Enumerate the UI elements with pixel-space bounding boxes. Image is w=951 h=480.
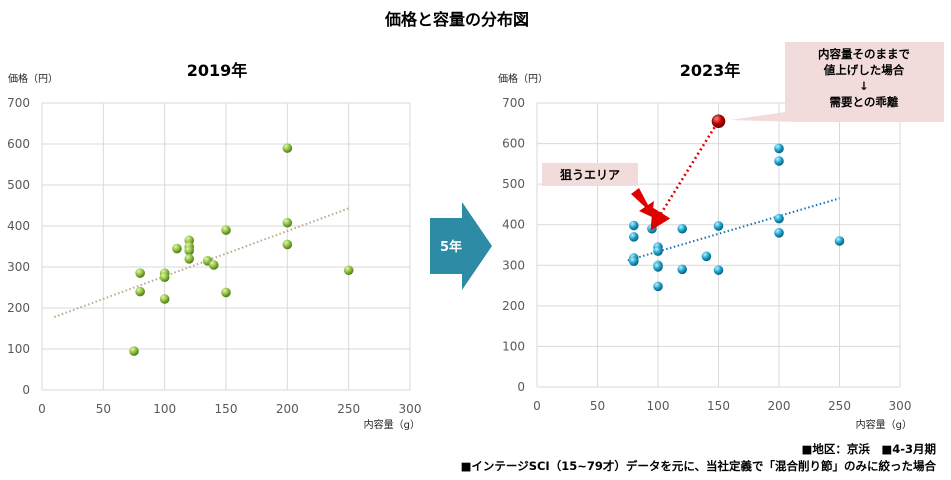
y-tick-label: 100 bbox=[7, 342, 30, 356]
x-tick-label: 300 bbox=[889, 399, 912, 413]
five-year-arrow: 5年 bbox=[430, 202, 492, 290]
chart-title: 2023年 bbox=[680, 61, 741, 80]
chart-2023: 0 100 200 300 400 500 600 700 0 50 100 150 200 250 300… bbox=[498, 61, 912, 431]
callout-line: 需要との乖離 bbox=[830, 95, 899, 109]
y-tick-label: 500 bbox=[502, 177, 525, 191]
y-tick-label: 500 bbox=[7, 178, 30, 192]
data-point bbox=[653, 246, 663, 256]
x-tick-label: 50 bbox=[590, 399, 605, 413]
data-point bbox=[221, 287, 231, 298]
target-arrow bbox=[631, 188, 654, 217]
callout-line: 値上げした場合 bbox=[823, 63, 905, 77]
chart-title: 2019年 bbox=[187, 61, 248, 80]
five-year-arrow-label: 5年 bbox=[440, 239, 462, 255]
data-point bbox=[343, 265, 354, 276]
data-point bbox=[774, 228, 784, 238]
data-point bbox=[208, 260, 219, 270]
data-point bbox=[159, 294, 170, 304]
callout-line: 内容量そのままで bbox=[818, 47, 910, 61]
x-tick-label: 50 bbox=[96, 402, 111, 416]
data-point bbox=[184, 245, 194, 256]
data-point bbox=[172, 243, 182, 254]
callout-shape bbox=[730, 42, 944, 122]
y-tick-label: 600 bbox=[7, 137, 30, 151]
price-increase-callout: 内容量そのままで値上げした場合 ↓ 需要との乖離 bbox=[730, 42, 944, 122]
data-point bbox=[677, 223, 687, 234]
y-tick-label: 700 bbox=[502, 96, 525, 110]
x-tick-label: 250 bbox=[828, 399, 851, 413]
y-tick-label: 200 bbox=[502, 299, 525, 313]
x-tick-label: 300 bbox=[399, 402, 422, 416]
trendline bbox=[53, 207, 350, 318]
data-point bbox=[159, 272, 170, 283]
data-point bbox=[629, 256, 639, 267]
y-tick-label: 100 bbox=[502, 339, 525, 353]
gap-connector bbox=[650, 126, 716, 231]
target-area-callout: 狙うエリア bbox=[542, 163, 654, 217]
y-tick-label: 0 bbox=[517, 380, 525, 394]
data-point bbox=[713, 221, 724, 231]
data-point bbox=[834, 236, 845, 246]
data-point bbox=[629, 232, 639, 242]
y-tick-label: 200 bbox=[7, 301, 30, 315]
data-point bbox=[677, 264, 687, 275]
y-axis-label: 価格（円） bbox=[8, 72, 58, 85]
y-tick-label: 400 bbox=[7, 219, 30, 233]
data-point bbox=[282, 239, 293, 250]
data-point bbox=[221, 225, 231, 235]
data-point bbox=[282, 143, 293, 153]
callout-line: ↓ bbox=[859, 79, 869, 93]
data-point bbox=[135, 268, 145, 278]
x-tick-label: 250 bbox=[337, 402, 360, 416]
y-tick-label: 600 bbox=[502, 137, 525, 151]
y-axis-label: 価格（円） bbox=[498, 72, 548, 85]
x-tick-label: 0 bbox=[38, 402, 46, 416]
page-title: 価格と容量の分布図 bbox=[384, 10, 529, 29]
y-tick-label: 700 bbox=[7, 96, 30, 110]
x-tick-label: 0 bbox=[533, 399, 541, 413]
y-tick-label: 0 bbox=[22, 383, 30, 397]
y-tick-label: 300 bbox=[502, 258, 525, 272]
highlight-point bbox=[711, 114, 726, 129]
data-point bbox=[774, 213, 784, 224]
x-tick-label: 100 bbox=[153, 402, 176, 416]
footnote-region: ■地区：京浜 ■4-3月期 bbox=[801, 442, 936, 456]
data-point bbox=[184, 253, 194, 264]
data-point bbox=[774, 156, 784, 166]
callout-text: 内容量そのままで値上げした場合 ↓ 需要との乖離 bbox=[818, 47, 910, 109]
data-point bbox=[774, 143, 784, 154]
trendline bbox=[627, 197, 840, 262]
chart-2019: 0 100 200 300 400 500 600 700 0 50 100 150 200 250 300… bbox=[7, 61, 421, 431]
data-point bbox=[647, 223, 657, 234]
data-point bbox=[135, 286, 145, 297]
x-tick-label: 150 bbox=[215, 402, 238, 416]
data-point bbox=[713, 265, 724, 275]
y-tick-label: 400 bbox=[502, 218, 525, 232]
data-point bbox=[129, 346, 139, 356]
x-tick-label: 200 bbox=[768, 399, 791, 413]
target-area-box bbox=[542, 163, 638, 186]
footnote-source: ■インテージSCI（15~79才）データを元に、当社定義で「混合削り節」のみに絞… bbox=[461, 459, 937, 473]
data-point bbox=[653, 262, 663, 272]
data-point bbox=[629, 220, 639, 231]
y-tick-label: 300 bbox=[7, 260, 30, 274]
data-point bbox=[701, 251, 712, 262]
x-tick-label: 150 bbox=[707, 399, 730, 413]
data-point bbox=[282, 217, 293, 228]
target-area-label: 狙うエリア bbox=[560, 168, 620, 182]
x-tick-label: 100 bbox=[647, 399, 670, 413]
data-point bbox=[653, 281, 663, 292]
x-tick-label: 200 bbox=[276, 402, 299, 416]
x-axis-label: 内容量（g） bbox=[364, 418, 420, 431]
x-axis-label: 内容量（g） bbox=[856, 418, 912, 431]
five-year-arrow-shape bbox=[430, 202, 492, 290]
